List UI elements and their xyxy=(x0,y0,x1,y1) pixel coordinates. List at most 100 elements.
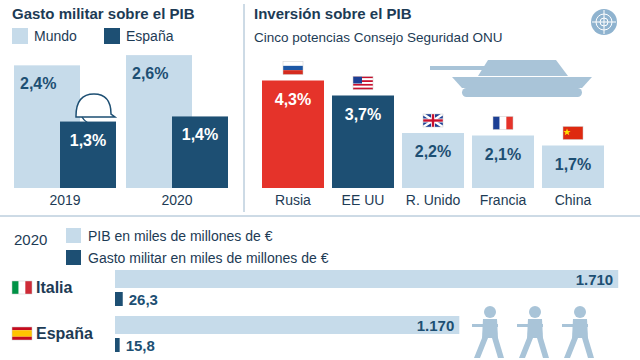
soldier-head xyxy=(574,306,586,318)
helmet-shell xyxy=(76,94,115,117)
flag-part xyxy=(353,86,373,88)
data-label: 2,6% xyxy=(132,65,168,82)
bar xyxy=(60,122,116,188)
flag-border xyxy=(423,114,443,127)
category-label: 2020 xyxy=(161,192,192,208)
flag-border xyxy=(283,62,303,75)
flag-part xyxy=(506,117,513,130)
flag-border xyxy=(563,127,583,140)
bar xyxy=(115,270,618,288)
soldier-body xyxy=(572,319,588,338)
tank-turret xyxy=(478,60,568,76)
category-label: Francia xyxy=(480,192,527,208)
flag-part xyxy=(563,129,570,136)
data-label: 15,8 xyxy=(126,337,155,354)
legend-swatch xyxy=(66,228,81,243)
flag xyxy=(12,327,32,340)
flag-part xyxy=(12,327,32,330)
legend-swatch xyxy=(104,28,120,44)
category-label: 2019 xyxy=(49,192,80,208)
data-label: 1.170 xyxy=(417,317,455,334)
data-label: 1.710 xyxy=(576,271,614,288)
soldier-rifle xyxy=(517,324,543,327)
bar xyxy=(115,338,120,352)
flag-part xyxy=(423,119,443,121)
un-logo xyxy=(591,9,617,35)
flag-part xyxy=(493,117,500,130)
flag xyxy=(283,62,303,75)
bar xyxy=(262,81,324,189)
legend-label: Gasto militar en miles de millones de € xyxy=(88,250,329,266)
flag-border xyxy=(12,281,32,294)
flag-part xyxy=(12,330,32,337)
flag-part xyxy=(423,114,443,127)
category-label: España xyxy=(36,325,93,342)
category-label: China xyxy=(555,192,592,208)
bar xyxy=(172,116,228,188)
bar xyxy=(472,136,534,189)
tank-hull xyxy=(452,77,592,88)
legend-label: España xyxy=(126,28,174,44)
flag xyxy=(423,114,443,127)
soldier-leg xyxy=(492,338,504,358)
divider xyxy=(0,216,640,217)
data-label: 2,1% xyxy=(485,146,521,163)
data-label: 1,7% xyxy=(555,156,591,173)
bar xyxy=(115,316,459,334)
legend-swatch xyxy=(12,28,28,44)
title: Inversión sobre el PIB xyxy=(254,5,412,22)
plot-area xyxy=(262,81,604,189)
data-label: 2,2% xyxy=(415,143,451,160)
flag xyxy=(493,117,513,130)
flag-part xyxy=(283,66,303,70)
category-label: Rusia xyxy=(275,192,311,208)
legend-label: PIB en miles de millones de € xyxy=(88,228,273,244)
flag-part xyxy=(283,62,303,66)
bar xyxy=(402,133,464,188)
soldier-leg xyxy=(519,338,533,358)
flag-part xyxy=(283,70,303,74)
flag-part xyxy=(25,281,32,294)
soldier-leg xyxy=(537,338,549,358)
flag-part xyxy=(19,281,26,294)
flag-part xyxy=(353,88,373,90)
soldier-leg xyxy=(474,338,488,358)
flag xyxy=(563,127,583,140)
plot-area xyxy=(115,270,618,352)
title: Gasto militar sobre el PIB xyxy=(12,5,195,22)
data-label: 3,7% xyxy=(345,106,381,123)
soldier-leg xyxy=(564,338,578,358)
bar xyxy=(332,96,394,189)
flag-border xyxy=(493,117,513,130)
bar xyxy=(542,146,604,189)
flag-part xyxy=(12,337,32,340)
flag-part xyxy=(12,281,19,294)
legend-swatch xyxy=(66,250,81,265)
un-globe xyxy=(591,9,617,35)
flag-border xyxy=(353,77,373,90)
flag-part xyxy=(500,117,507,130)
category-label: EE UU xyxy=(342,192,385,208)
un-lines xyxy=(592,10,616,34)
category-label: Italia xyxy=(36,279,73,296)
data-label: 1,4% xyxy=(182,126,218,143)
data-label: 4,3% xyxy=(275,91,311,108)
title: 2020 xyxy=(14,231,47,248)
helmet-icon xyxy=(76,94,115,124)
flag-part xyxy=(353,77,362,84)
infographic: Gasto militar sobre el PIBMundoEspaña2,4… xyxy=(0,0,640,360)
soldier-body xyxy=(482,319,498,338)
soldiers-icon xyxy=(472,306,594,358)
legend-label: Mundo xyxy=(34,28,77,44)
plot-area xyxy=(14,55,228,188)
subtitle: Cinco potencias Consejo Seguridad ONU xyxy=(254,30,502,45)
soldier-head xyxy=(529,306,541,318)
soldier-leg xyxy=(582,338,594,358)
flag-border xyxy=(12,327,32,340)
flag-part xyxy=(353,84,373,86)
data-label: 1,3% xyxy=(70,132,106,149)
flag xyxy=(12,281,32,294)
category-label: R. Unido xyxy=(406,192,461,208)
flag-part xyxy=(563,127,583,140)
bar xyxy=(115,292,123,306)
